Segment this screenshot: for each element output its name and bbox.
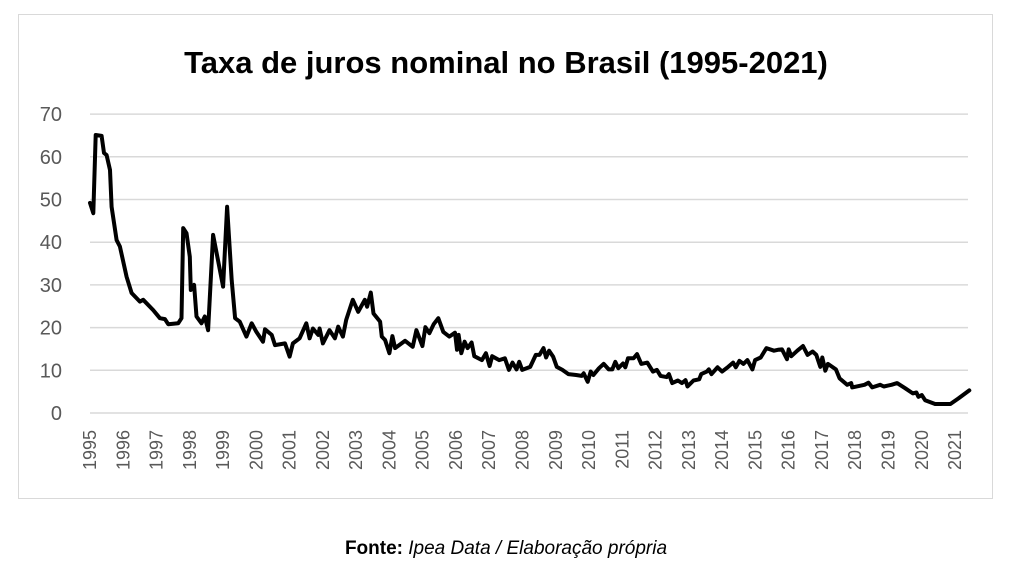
y-tick-label: 50	[40, 190, 62, 212]
x-tick-label: 2004	[379, 430, 399, 470]
x-tick-label: 2011	[612, 430, 632, 469]
source-note: Fonte: Ipea Data / Elaboração própria	[0, 538, 1012, 560]
x-tick-label: 1997	[147, 430, 167, 470]
x-axis-ticks: 1995 1996 1997 1998 1999 2000 2001 2002 2003 2004…	[80, 430, 965, 470]
x-tick-label: 2000	[246, 430, 266, 470]
x-tick-label: 2009	[546, 430, 566, 470]
x-tick-label: 2021	[945, 430, 965, 470]
x-tick-label: 2019	[878, 430, 898, 470]
x-tick-label: 2001	[280, 430, 300, 470]
x-tick-label: 1999	[213, 430, 233, 470]
x-tick-label: 1995	[80, 430, 100, 470]
x-tick-label: 2017	[812, 430, 832, 470]
x-tick-label: 2013	[679, 430, 699, 470]
source-label: Fonte:	[344, 538, 403, 559]
x-tick-label: 2014	[712, 430, 732, 470]
y-tick-label: 20	[40, 318, 62, 340]
x-tick-label: 2015	[745, 430, 765, 470]
y-tick-label: 60	[40, 147, 62, 169]
x-tick-label: 1996	[113, 430, 133, 470]
x-tick-label: 2020	[912, 430, 932, 470]
y-axis-ticks: 0 10 20 30 40 50 60 70	[40, 104, 62, 425]
y-tick-label: 0	[51, 403, 62, 425]
x-tick-label: 2003	[346, 430, 366, 470]
y-tick-label: 40	[40, 232, 62, 254]
x-tick-label: 2006	[446, 430, 466, 470]
x-tick-label: 2018	[845, 430, 865, 470]
y-tick-label: 10	[40, 360, 62, 382]
x-tick-label: 1998	[180, 430, 200, 470]
chart-title: Taxa de juros nominal no Brasil (1995-20…	[184, 45, 828, 80]
source-text: Ipea Data / Elaboração própria	[408, 538, 668, 559]
x-tick-label: 2008	[513, 430, 533, 470]
x-tick-label: 2007	[479, 430, 499, 470]
x-tick-label: 2012	[646, 430, 666, 470]
x-tick-label: 2010	[579, 430, 599, 470]
x-tick-label: 2002	[313, 430, 333, 470]
x-tick-label: 2005	[413, 430, 433, 470]
series-group	[88, 133, 972, 406]
gridlines	[90, 113, 968, 414]
x-tick-label: 2016	[779, 430, 799, 470]
chart-frame	[18, 14, 993, 499]
y-tick-label: 30	[40, 275, 62, 297]
series-line	[88, 133, 972, 406]
y-tick-label: 70	[40, 104, 62, 126]
